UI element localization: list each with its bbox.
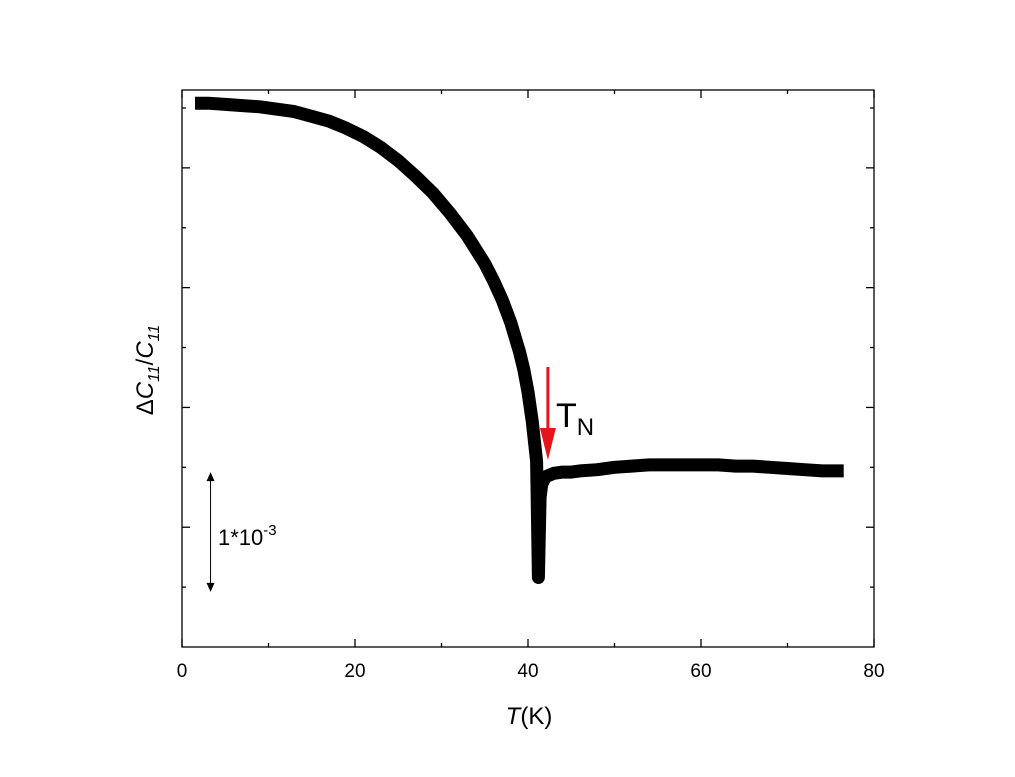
y-axis-label-num: C <box>132 381 159 399</box>
y-axis-label-den: C <box>132 341 159 359</box>
x-axis-label-unit: (K) <box>520 703 552 730</box>
x-tick-label: 20 <box>344 661 365 682</box>
y-axis-label: ΔC11/C11 <box>132 325 163 416</box>
y-axis-label-slash: / <box>132 358 159 365</box>
tn-annotation-label: TN <box>556 397 594 441</box>
scale-bar-arrow-up <box>206 472 215 482</box>
x-tick-label: 0 <box>177 661 188 682</box>
x-axis-label: T(K) <box>506 703 553 730</box>
tn-annotation-main: T <box>556 397 577 435</box>
scale-bar-exponent: -3 <box>263 522 276 539</box>
x-tick-label: 40 <box>517 661 538 682</box>
x-axis-label-var: T <box>506 703 523 730</box>
tn-annotation-sub: N <box>577 414 594 441</box>
x-tick-label: 60 <box>690 661 711 682</box>
y-axis-label-delta: Δ <box>132 399 159 415</box>
data-series-line <box>195 96 844 584</box>
tn-arrow-head <box>539 428 556 460</box>
y-axis-label-sub2: 11 <box>146 325 163 342</box>
x-tick-label: 80 <box>863 661 884 682</box>
y-axis-label-sub1: 11 <box>146 365 163 382</box>
scale-bar-arrow-down <box>206 582 215 592</box>
scale-bar-label: 1*10-3 <box>218 522 277 550</box>
scale-bar-base: 1*10 <box>218 525 263 550</box>
